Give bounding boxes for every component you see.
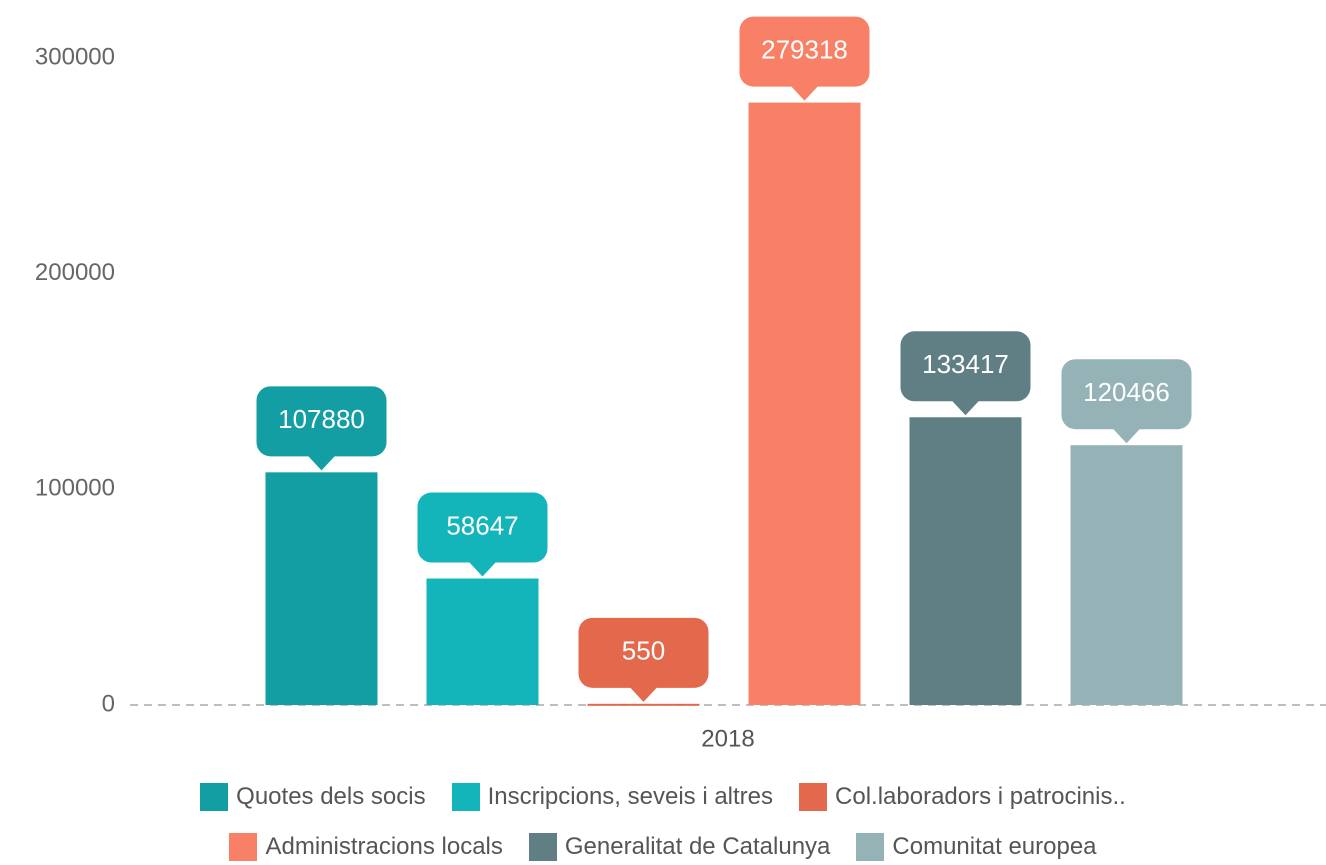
legend-swatch xyxy=(856,833,885,861)
chart: 0 100000 200000 300000 2018 107880 58647 550 279… xyxy=(35,16,1326,752)
legend-item[interactable]: Comunitat europea xyxy=(856,833,1097,861)
label-box xyxy=(1061,359,1192,430)
bar xyxy=(1070,445,1183,705)
bar xyxy=(426,578,539,705)
label-pointer xyxy=(307,455,336,471)
legend-label: Quotes dels socis xyxy=(236,783,426,810)
legend-item[interactable]: Quotes dels socis xyxy=(200,783,426,811)
y-tick-label: 100000 xyxy=(35,475,115,502)
legend-swatch xyxy=(451,783,480,811)
legend-label: Comunitat europea xyxy=(892,833,1097,860)
legend-row: Quotes dels socis Inscripcions, seveis i … xyxy=(0,783,1326,811)
label-pointer xyxy=(468,561,497,577)
legend-swatch xyxy=(799,783,828,811)
legend-label: Administracions locals xyxy=(265,833,503,860)
legend-swatch xyxy=(528,833,557,861)
legend-item[interactable]: Administracions locals xyxy=(229,833,503,861)
label-pointer xyxy=(790,85,819,101)
bar xyxy=(748,102,861,705)
label-pointer xyxy=(1112,428,1141,444)
legend-swatch xyxy=(200,783,229,811)
bar xyxy=(587,703,700,706)
label-box xyxy=(578,617,709,688)
legend-item[interactable]: Inscripcions, seveis i altres xyxy=(451,783,774,811)
y-tick-label: 300000 xyxy=(35,43,115,70)
legend-label: Col.laboradors i patrocinis.. xyxy=(835,783,1126,810)
legend-row: Administracions locals Generalitat de Cat… xyxy=(0,833,1326,861)
legend-label: Generalitat de Catalunya xyxy=(564,833,831,860)
data-label: 133417 xyxy=(922,349,1009,379)
label-box xyxy=(739,16,870,87)
data-label: 279318 xyxy=(761,34,848,64)
bar xyxy=(265,472,378,705)
data-label: 107880 xyxy=(278,404,365,434)
data-label: 58647 xyxy=(446,510,518,540)
y-tick-label: 200000 xyxy=(35,259,115,286)
y-tick-label: 0 xyxy=(102,690,115,717)
x-tick-label: 2018 xyxy=(701,725,754,752)
label-box xyxy=(417,492,548,563)
legend-item[interactable]: Col.laboradors i patrocinis.. xyxy=(799,783,1126,811)
legend-label: Inscripcions, seveis i altres xyxy=(487,783,774,810)
label-pointer xyxy=(629,686,658,702)
label-box xyxy=(256,386,387,457)
label-box xyxy=(900,331,1031,402)
data-label: 120466 xyxy=(1083,377,1170,407)
bar xyxy=(909,417,1022,705)
label-pointer xyxy=(951,400,980,416)
data-label: 550 xyxy=(622,636,665,666)
legend-swatch xyxy=(229,833,258,861)
legend-item[interactable]: Generalitat de Catalunya xyxy=(528,833,831,861)
